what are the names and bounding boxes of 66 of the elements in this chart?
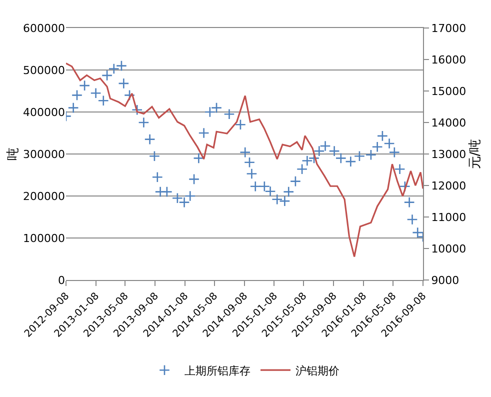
y-tick-label: 300000 (23, 148, 65, 161)
y2-tick-label: 15000 (431, 84, 466, 98)
y2-tick-label: 12000 (431, 179, 466, 192)
point (240, 146, 251, 158)
point (138, 116, 150, 128)
point (283, 186, 294, 198)
point (406, 214, 418, 226)
point (204, 106, 216, 118)
point (388, 146, 400, 158)
legend-label: 上期所铝库存 (184, 364, 250, 378)
point (71, 90, 83, 101)
y2-tick-label: 11000 (431, 210, 466, 224)
point (210, 102, 222, 114)
point (98, 95, 109, 106)
point (354, 150, 366, 162)
point (152, 172, 163, 183)
point (290, 176, 301, 187)
point (412, 226, 423, 238)
y-tick-label: 100000 (23, 232, 65, 245)
point (224, 108, 235, 120)
point (320, 140, 331, 152)
y2-axis-title: 元/吨 (468, 138, 483, 170)
point (118, 78, 130, 89)
point (108, 63, 120, 74)
point (188, 174, 200, 185)
y-tick-label: 600000 (23, 22, 65, 35)
point (193, 152, 204, 164)
point (345, 156, 356, 168)
point (314, 146, 325, 157)
point (244, 156, 256, 168)
y2-tick-label: 16000 (431, 53, 466, 66)
point (144, 134, 156, 145)
point (102, 70, 113, 82)
point (394, 164, 406, 175)
point (90, 88, 102, 99)
y2-tick-label: 17000 (431, 22, 466, 35)
point (302, 155, 313, 166)
point (132, 104, 143, 116)
y2-tick-label: 13000 (431, 148, 466, 161)
y-tick-label: 0 (58, 274, 65, 287)
point (296, 164, 308, 175)
point (198, 127, 210, 139)
point (161, 186, 172, 198)
y-tick-label: 400000 (23, 106, 65, 119)
legend-label: 沪铝期价 (296, 364, 340, 378)
point (184, 190, 196, 202)
y2-tick-label: 10000 (431, 242, 466, 256)
point (404, 196, 415, 208)
point (116, 60, 128, 72)
point (372, 141, 383, 152)
point (279, 195, 290, 207)
point (250, 180, 261, 192)
point (79, 80, 90, 92)
point (234, 119, 246, 130)
y-axis-title: 吨 (6, 148, 21, 160)
point (68, 102, 79, 114)
y2-tick-label: 14000 (431, 116, 466, 130)
point (124, 90, 136, 101)
point (246, 168, 258, 180)
y2-tick-label: 9000 (431, 274, 460, 287)
y-tick-label: 200000 (23, 190, 65, 203)
point (148, 150, 160, 162)
y-tick-label: 500000 (23, 64, 65, 77)
point (308, 152, 320, 164)
point (365, 149, 376, 160)
point (272, 194, 283, 205)
